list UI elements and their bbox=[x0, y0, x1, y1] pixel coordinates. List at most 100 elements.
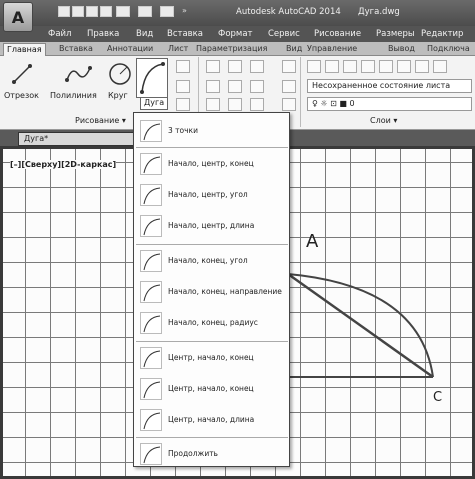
line-tool-icon[interactable] bbox=[10, 62, 34, 86]
menu-bar: Файл Правка Вид Вставка Формат Сервис Ри… bbox=[0, 26, 475, 42]
menu-tools[interactable]: Сервис bbox=[268, 29, 300, 39]
layer-icon-4[interactable] bbox=[361, 60, 375, 73]
polyline-tool-icon[interactable] bbox=[64, 62, 92, 86]
arc-center-start-length-icon bbox=[140, 409, 162, 431]
array-icon[interactable] bbox=[250, 98, 264, 111]
viewport-controls[interactable]: [–][Сверху][2D-каркас] bbox=[10, 160, 117, 169]
layer-icon-7[interactable] bbox=[415, 60, 429, 73]
offset-icon[interactable] bbox=[282, 98, 296, 111]
layer-dropdown[interactable]: ♀ ☼ ⊡ ■ 0 bbox=[307, 97, 472, 111]
layer-value: 0 bbox=[349, 99, 355, 108]
arc-continue-item[interactable]: Продолжить bbox=[138, 440, 288, 468]
title-bar: » Autodesk AutoCAD 2014 Дуга.dwg bbox=[0, 0, 475, 26]
polyline-tool-label[interactable]: Полилиния bbox=[50, 91, 97, 100]
new-file-icon[interactable] bbox=[58, 6, 70, 17]
application-menu-button[interactable]: A bbox=[3, 2, 33, 32]
tab-view[interactable]: Вид bbox=[286, 44, 303, 53]
tab-manage[interactable]: Управление bbox=[307, 44, 358, 53]
arc-start-center-end-label: Начало, центр, конец bbox=[168, 159, 254, 168]
layer-properties-icon[interactable] bbox=[307, 60, 321, 73]
arc-continue-label: Продолжить bbox=[168, 449, 218, 458]
arc-start-end-radius-icon bbox=[140, 312, 162, 334]
arc-start-end-direction-item[interactable]: Начало, конец, направление bbox=[138, 278, 288, 306]
arc-start-end-radius-item[interactable]: Начало, конец, радиус bbox=[138, 309, 288, 337]
layer-icon-8[interactable] bbox=[433, 60, 447, 73]
layer-state-dropdown[interactable]: Несохраненное состояние листа bbox=[307, 79, 472, 93]
menu-insert[interactable]: Вставка bbox=[167, 29, 204, 39]
menu-format[interactable]: Формат bbox=[218, 29, 253, 39]
arc-start-end-radius-label: Начало, конец, радиус bbox=[168, 318, 258, 327]
menu-file[interactable]: Файл bbox=[48, 29, 72, 39]
arc-start-center-angle-item[interactable]: Начало, центр, угол bbox=[138, 181, 288, 209]
arc-tool-button[interactable] bbox=[136, 58, 168, 98]
arc-center-start-end-icon bbox=[140, 347, 162, 369]
menu-edit[interactable]: Правка bbox=[87, 29, 120, 39]
autocad-logo-icon: A bbox=[11, 7, 25, 27]
open-file-icon[interactable] bbox=[72, 6, 84, 17]
trim-icon[interactable] bbox=[250, 60, 264, 73]
arc-tool-icon bbox=[140, 62, 165, 94]
scale-icon[interactable] bbox=[228, 98, 242, 111]
explode-icon[interactable] bbox=[282, 80, 296, 93]
document-tab-label: Дуга* bbox=[24, 134, 49, 143]
tab-connect[interactable]: Подключа bbox=[427, 44, 470, 53]
arc-dropdown-menu: 3 точки Начало, центр, конец Начало, цен… bbox=[133, 112, 290, 467]
copy-icon[interactable] bbox=[206, 80, 220, 93]
layer-state-icons: ♀ ☼ ⊡ ■ bbox=[312, 99, 350, 108]
tab-annotate[interactable]: Аннотации bbox=[107, 44, 154, 53]
arc-continue-icon bbox=[140, 443, 162, 465]
arc-3-points-label: 3 точки bbox=[168, 126, 198, 135]
menu-view[interactable]: Вид bbox=[136, 29, 154, 39]
arc-3-points-icon bbox=[140, 120, 162, 142]
arc-start-center-end-icon bbox=[140, 153, 162, 175]
layer-icon-2[interactable] bbox=[325, 60, 339, 73]
arc-start-end-direction-icon bbox=[140, 281, 162, 303]
print-icon[interactable] bbox=[116, 6, 130, 17]
arc-center-start-angle-item[interactable]: Центр, начало, конец bbox=[138, 375, 288, 403]
arc-center-start-length-item[interactable]: Центр, начало, длина bbox=[138, 406, 288, 434]
layer-icon-6[interactable] bbox=[397, 60, 411, 73]
fillet-icon[interactable] bbox=[250, 80, 264, 93]
ellipse-icon[interactable] bbox=[176, 80, 190, 93]
tab-output[interactable]: Вывод bbox=[388, 44, 415, 53]
layers-panel-label[interactable]: Слои ▾ bbox=[370, 116, 398, 125]
arc-center-start-end-item[interactable]: Центр, начало, конец bbox=[138, 344, 288, 372]
arc-start-center-end-item[interactable]: Начало, центр, конец bbox=[138, 150, 288, 178]
arc-center-start-angle-icon bbox=[140, 378, 162, 400]
layer-icon-3[interactable] bbox=[343, 60, 357, 73]
circle-tool-icon[interactable] bbox=[108, 62, 132, 86]
menu-modify[interactable]: Редактир bbox=[421, 29, 464, 39]
stretch-icon[interactable] bbox=[206, 98, 220, 111]
qa-more-icon[interactable]: » bbox=[182, 6, 187, 15]
menu-draw[interactable]: Рисование bbox=[314, 29, 362, 39]
arc-shape bbox=[287, 273, 434, 378]
arc-3-points-item[interactable]: 3 точки bbox=[138, 117, 288, 145]
menu-dimension[interactable]: Размеры bbox=[376, 29, 415, 39]
tab-layout[interactable]: Лист bbox=[168, 44, 189, 53]
arc-start-end-angle-label: Начало, конец, угол bbox=[168, 256, 248, 265]
arc-start-end-angle-item[interactable]: Начало, конец, угол bbox=[138, 247, 288, 275]
move-icon[interactable] bbox=[206, 60, 220, 73]
tab-parametric[interactable]: Параметризация bbox=[196, 44, 268, 53]
line-tool-label[interactable]: Отрезок bbox=[4, 91, 39, 100]
arc-tool-label[interactable]: Дуга bbox=[140, 98, 168, 110]
document-tab[interactable]: Дуга* bbox=[18, 132, 140, 146]
layer-icon-5[interactable] bbox=[379, 60, 393, 73]
hatch-icon[interactable] bbox=[176, 98, 190, 111]
circle-tool-label[interactable]: Круг bbox=[108, 91, 128, 100]
rotate-icon[interactable] bbox=[228, 60, 242, 73]
drawing-geometry bbox=[287, 272, 434, 379]
chord-line bbox=[287, 272, 434, 379]
draw-panel-label[interactable]: Рисование ▾ bbox=[75, 116, 126, 125]
undo-icon[interactable] bbox=[138, 6, 152, 17]
mirror-icon[interactable] bbox=[228, 80, 242, 93]
redo-icon[interactable] bbox=[160, 6, 174, 17]
rectangle-icon[interactable] bbox=[176, 60, 190, 73]
save-icon[interactable] bbox=[86, 6, 98, 17]
arc-start-center-length-item[interactable]: Начало, центр, длина bbox=[138, 212, 288, 240]
tab-insert[interactable]: Вставка bbox=[59, 44, 93, 53]
erase-icon[interactable] bbox=[282, 60, 296, 73]
arc-start-center-angle-icon bbox=[140, 184, 162, 206]
save-as-icon[interactable] bbox=[100, 6, 112, 17]
tab-home[interactable]: Главная bbox=[3, 43, 46, 56]
